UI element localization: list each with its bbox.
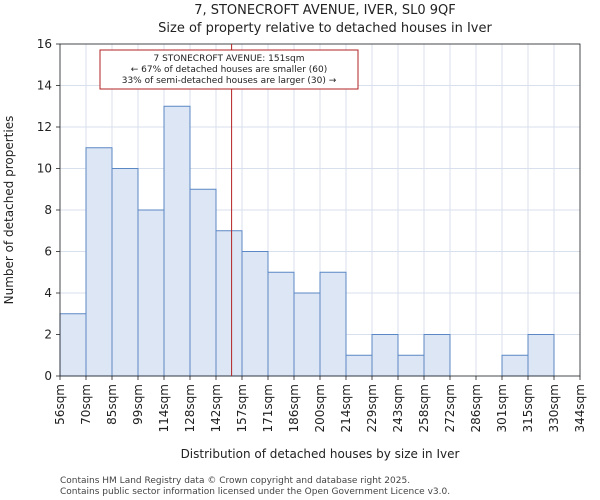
bar-157sqm (241, 251, 269, 377)
bar-171sqm (267, 271, 295, 377)
x-tick-label: 157sqm (235, 384, 249, 432)
bars (59, 105, 555, 377)
y-tick-label: 10 (37, 162, 52, 176)
annotation-line-3: 33% of semi-detached houses are larger (… (122, 76, 337, 86)
x-tick-label: 56sqm (53, 384, 67, 425)
bar-258sqm (423, 334, 451, 377)
bar-214sqm (345, 354, 373, 377)
bar-243sqm (397, 354, 425, 377)
x-tick-label: 286sqm (469, 384, 483, 432)
y-tick-label: 4 (44, 286, 52, 300)
y-tick-label: 2 (44, 328, 52, 342)
footer-line-2: Contains public sector information licen… (60, 487, 450, 497)
x-tick-label: 315sqm (521, 384, 535, 432)
bar-128sqm (189, 188, 217, 377)
y-axis-ticks: 0 2 4 6 8 10 12 14 16 (37, 37, 60, 383)
x-tick-label: 344sqm (573, 384, 587, 432)
x-tick-label: 200sqm (313, 384, 327, 432)
bar-315sqm (527, 334, 555, 377)
chart-subtitle: Size of property relative to detached ho… (158, 21, 492, 36)
x-tick-label: 301sqm (495, 384, 509, 432)
annotation-line-2: ← 67% of detached houses are smaller (60… (131, 65, 328, 75)
x-tick-label: 272sqm (443, 384, 457, 432)
x-tick-label: 171sqm (261, 384, 275, 432)
annotation-line-1: 7 STONECROFT AVENUE: 151sqm (154, 54, 305, 64)
y-tick-label: 16 (37, 37, 52, 51)
x-tick-label: 99sqm (131, 384, 145, 425)
x-tick-label: 85sqm (105, 384, 119, 425)
x-axis-label: Distribution of detached houses by size … (181, 447, 460, 461)
bar-70sqm (85, 147, 113, 377)
x-tick-label: 258sqm (417, 384, 431, 432)
x-tick-label: 214sqm (339, 384, 353, 432)
y-tick-label: 0 (44, 369, 52, 383)
annotation-box: 7 STONECROFT AVENUE: 151sqm ← 67% of det… (99, 49, 359, 90)
x-tick-label: 330sqm (547, 384, 561, 432)
x-tick-label: 186sqm (287, 384, 301, 432)
x-tick-label: 243sqm (391, 384, 405, 432)
bar-85sqm (111, 168, 139, 377)
bar-114sqm (163, 105, 191, 377)
x-axis-ticks: 56sqm 70sqm 85sqm 99sqm 114sqm 128sqm 142sqm 15… (53, 376, 587, 432)
x-tick-label: 142sqm (209, 384, 223, 432)
bar-229sqm (371, 334, 399, 377)
y-tick-label: 12 (37, 120, 52, 134)
y-tick-label: 14 (37, 79, 52, 93)
bar-99sqm (137, 209, 165, 377)
bar-186sqm (293, 292, 321, 377)
footer-line-1: Contains HM Land Registry data © Crown c… (60, 476, 410, 486)
x-tick-label: 70sqm (79, 384, 93, 425)
bar-301sqm (501, 354, 529, 377)
x-tick-label: 128sqm (183, 384, 197, 432)
x-tick-label: 114sqm (157, 384, 171, 432)
bar-142sqm (215, 230, 243, 377)
bar-56sqm (59, 313, 87, 377)
y-axis-label: Number of detached properties (2, 116, 16, 305)
y-tick-label: 8 (44, 203, 52, 217)
x-tick-label: 229sqm (365, 384, 379, 432)
chart-title: 7, STONECROFT AVENUE, IVER, SL0 9QF (194, 3, 456, 18)
bar-200sqm (319, 271, 347, 377)
y-tick-label: 6 (44, 245, 52, 259)
